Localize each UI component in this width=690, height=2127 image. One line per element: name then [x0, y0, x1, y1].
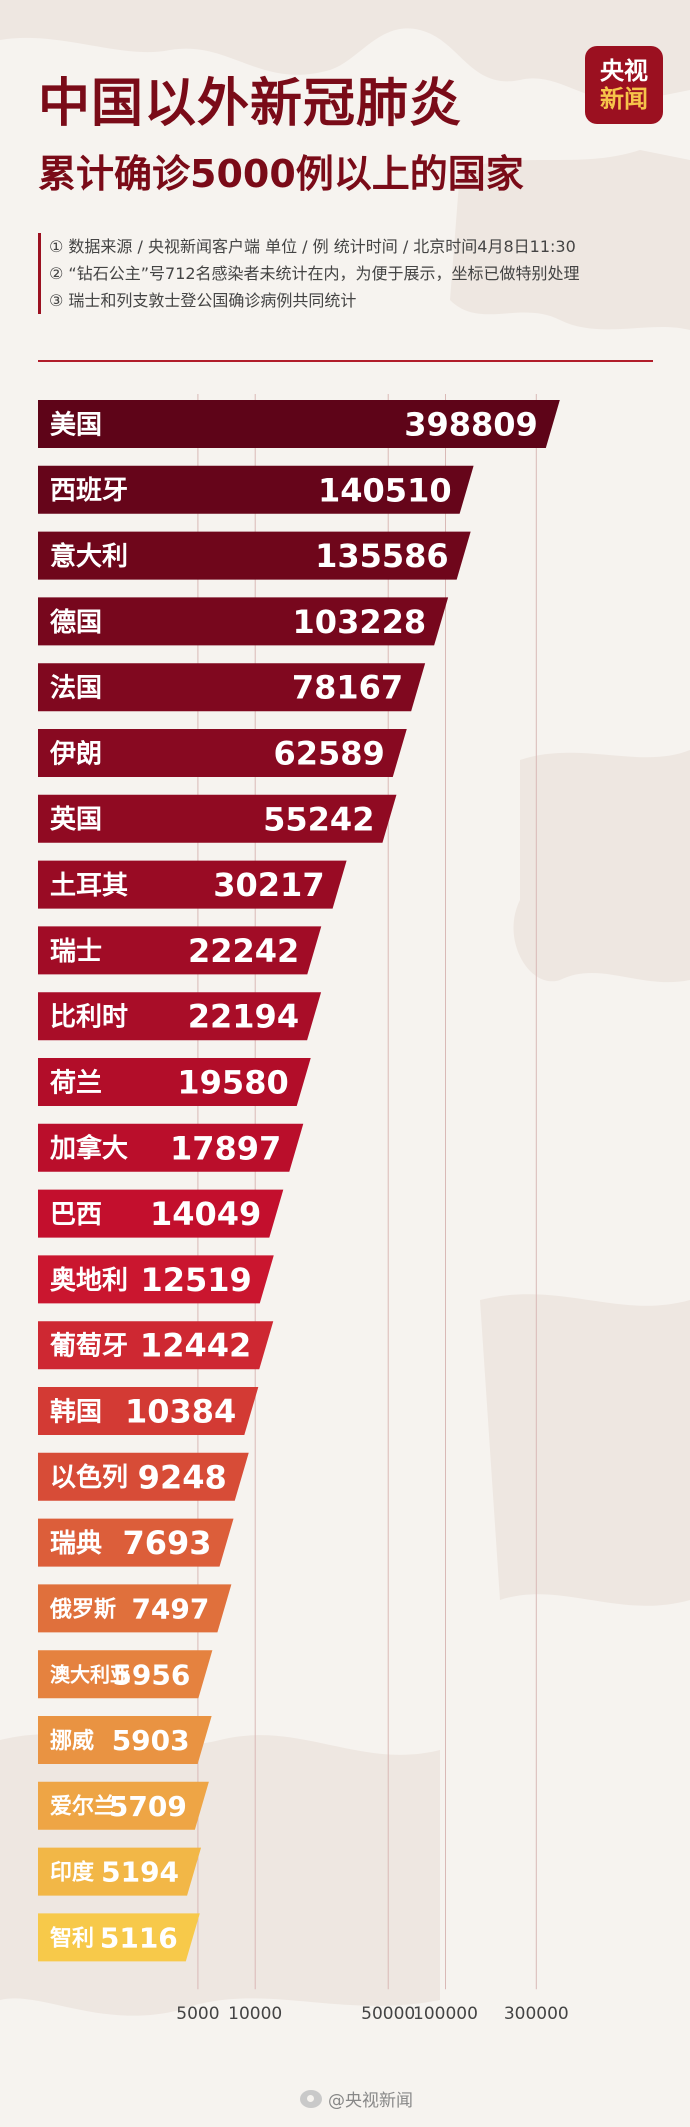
bar-category-label-4: 法国 — [50, 674, 102, 704]
bar-5 — [38, 729, 407, 777]
bar-category-label-10: 荷兰 — [50, 1068, 102, 1098]
bar-value-label-11: 17897 — [170, 1129, 281, 1167]
bar-15 — [38, 1387, 259, 1435]
bar-category-label-15: 韩国 — [50, 1397, 102, 1427]
bar-value-label-18: 7497 — [131, 1592, 209, 1625]
bar-value-label-9: 22194 — [188, 998, 299, 1036]
logo-text-top: 央视 — [600, 57, 648, 85]
page-subtitle: 累计确诊5000例以上的国家 — [38, 152, 524, 196]
x-tick-label-0: 5000 — [176, 2004, 219, 2024]
bar-value-label-5: 62589 — [273, 735, 384, 773]
bar-value-label-10: 19580 — [177, 1064, 288, 1102]
bar-category-label-2: 意大利 — [50, 541, 128, 572]
bar-value-label-22: 5194 — [101, 1856, 179, 1889]
bar-category-label-14: 葡萄牙 — [50, 1332, 128, 1362]
bar-2 — [38, 531, 471, 580]
bar-value-label-20: 5903 — [112, 1724, 190, 1757]
bar-category-label-6: 英国 — [50, 805, 102, 835]
weibo-icon — [300, 2089, 322, 2108]
bar-category-label-18: 俄罗斯 — [49, 1596, 116, 1622]
footer-watermark: @央视新闻 — [300, 2086, 413, 2111]
bar-category-label-9: 比利时 — [50, 1003, 128, 1033]
bar-value-label-23: 5116 — [100, 1921, 178, 1954]
bar-value-label-14: 12442 — [140, 1327, 251, 1365]
bar-4 — [38, 663, 426, 712]
bar-value-label-2: 135586 — [315, 537, 449, 575]
note-cruise: ② “钻石公主”号712名感染者未统计在内，为便于展示，坐标已做特别处理 — [38, 260, 580, 287]
x-tick-label-3: 100000 — [413, 2004, 478, 2024]
bar-category-label-19: 澳大利亚 — [50, 1662, 130, 1686]
bar-category-label-12: 巴西 — [50, 1200, 102, 1230]
title-divider — [38, 360, 653, 362]
bar-category-label-3: 德国 — [50, 608, 102, 638]
x-tick-label-4: 300000 — [504, 2004, 569, 2024]
bar-3 — [38, 597, 449, 646]
bar-22 — [38, 1847, 202, 1896]
title-block: 中国以外新冠肺炎 累计确诊5000例以上的国家 — [38, 72, 524, 202]
bar-value-label-12: 14049 — [150, 1195, 261, 1233]
bar-value-label-21: 5709 — [109, 1790, 187, 1823]
bar-16 — [38, 1452, 249, 1501]
bar-11 — [38, 1123, 304, 1172]
bar-category-label-7: 土耳其 — [50, 871, 128, 901]
bar-category-label-0: 美国 — [50, 409, 102, 440]
bar-value-label-4: 78167 — [292, 669, 403, 707]
bar-19 — [38, 1650, 213, 1699]
bar-23 — [38, 1913, 200, 1962]
note-source: ① 数据来源 / 央视新闻客户端 单位 / 例 统计时间 / 北京时间4月8日1… — [38, 233, 580, 260]
logo-text-bottom: 新闻 — [600, 85, 648, 113]
bar-category-label-5: 伊朗 — [49, 739, 102, 769]
bar-12 — [38, 1189, 284, 1238]
x-tick-label-1: 10000 — [228, 2004, 282, 2024]
bar-category-label-13: 奥地利 — [50, 1265, 128, 1296]
bar-20 — [38, 1716, 212, 1764]
bar-category-label-23: 智利 — [50, 1925, 94, 1951]
notes: ① 数据来源 / 央视新闻客户端 单位 / 例 统计时间 / 北京时间4月8日1… — [38, 233, 580, 314]
bar-6 — [38, 794, 397, 843]
bar-value-label-6: 55242 — [263, 800, 374, 838]
bar-category-label-21: 爱尔兰 — [50, 1794, 116, 1820]
bar-1 — [38, 465, 474, 514]
bar-value-label-13: 12519 — [140, 1261, 251, 1299]
bar-category-label-17: 瑞典 — [50, 1529, 102, 1559]
bar-13 — [38, 1255, 274, 1304]
bar-17 — [38, 1518, 234, 1567]
bar-0 — [38, 400, 560, 448]
bar-10 — [38, 1058, 311, 1106]
bar-category-label-1: 西班牙 — [50, 476, 128, 506]
bar-value-label-0: 398809 — [404, 406, 538, 444]
bar-category-label-11: 加拿大 — [50, 1133, 128, 1164]
bar-value-label-19: 5956 — [112, 1658, 190, 1691]
bar-value-label-1: 140510 — [318, 471, 452, 509]
bar-value-label-16: 9248 — [138, 1458, 227, 1496]
bar-category-label-8: 瑞士 — [50, 937, 102, 967]
x-tick-label-2: 50000 — [361, 2004, 415, 2024]
bar-value-label-15: 10384 — [125, 1393, 236, 1431]
bar-value-label-7: 30217 — [213, 866, 324, 904]
bar-value-label-17: 7693 — [122, 1524, 211, 1562]
bar-18 — [38, 1584, 232, 1633]
bar-14 — [38, 1321, 274, 1370]
footer-text: @央视新闻 — [328, 2091, 413, 2111]
cctv-news-logo: 央视 新闻 — [585, 46, 663, 124]
bar-21 — [38, 1781, 209, 1830]
bar-value-label-3: 103228 — [293, 603, 427, 641]
bar-value-label-8: 22242 — [188, 932, 299, 970]
bar-7 — [38, 860, 347, 909]
bar-category-label-20: 挪威 — [50, 1728, 94, 1754]
bar-9 — [38, 992, 322, 1041]
bar-category-label-16: 以色列 — [50, 1462, 128, 1493]
page-title: 中国以外新冠肺炎 — [38, 74, 463, 134]
bar-8 — [38, 926, 322, 975]
bar-category-label-22: 印度 — [50, 1860, 95, 1886]
note-swiss: ③ 瑞士和列支敦士登公国确诊病例共同统计 — [38, 287, 580, 314]
